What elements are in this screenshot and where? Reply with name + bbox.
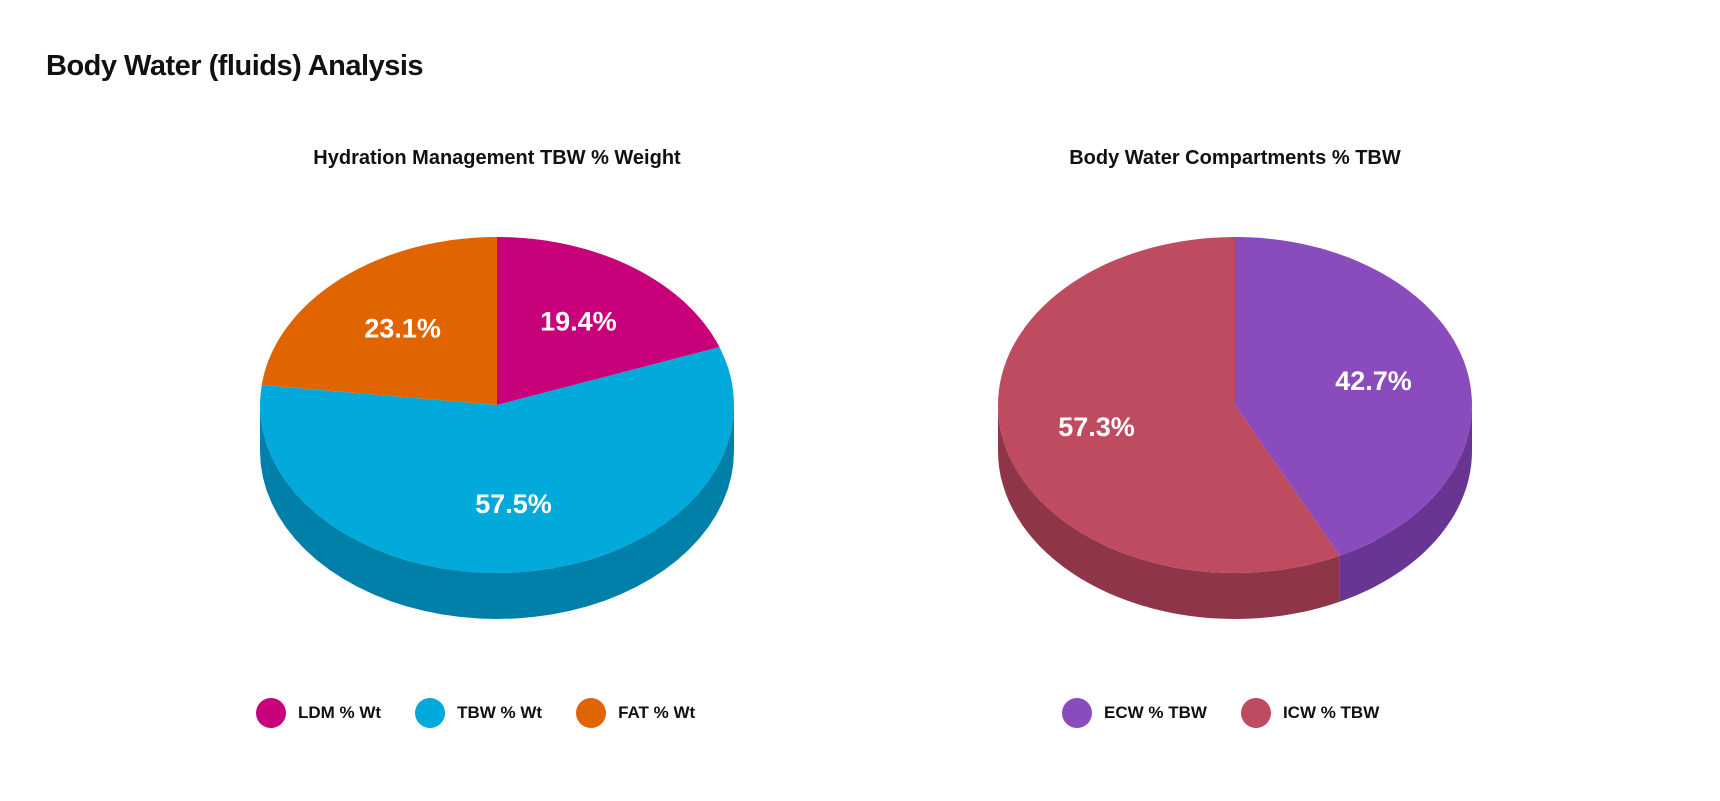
pie-slice-fat-wt[interactable] (261, 237, 497, 405)
legend-hydration: LDM % Wt TBW % Wt FAT % Wt (256, 698, 695, 728)
chart-title-compartments: Body Water Compartments % TBW (1069, 147, 1401, 169)
pie-side-icw-tbw (998, 405, 1340, 619)
legend-item-tbw[interactable]: TBW % Wt (415, 698, 542, 728)
page-title: Body Water (fluids) Analysis (46, 50, 424, 82)
legend-label: TBW % Wt (457, 703, 543, 722)
legend-label: ICW % TBW (1282, 703, 1380, 722)
legend-item-icw[interactable]: ICW % TBW (1240, 698, 1380, 728)
pie-slice-icw-tbw[interactable] (998, 237, 1340, 573)
legend-item-ldm[interactable]: LDM % Wt (256, 698, 381, 728)
pie-slice-ldm-wt[interactable] (497, 237, 720, 405)
data-label: 19.4% (540, 306, 617, 336)
legend-label: FAT % Wt (618, 703, 696, 722)
chart-title-hydration: Hydration Management TBW % Weight (313, 147, 681, 169)
data-label: 57.3% (1058, 412, 1135, 442)
pie-slice-tbw-wt[interactable] (260, 347, 734, 573)
legend-item-fat[interactable]: FAT % Wt (576, 698, 695, 728)
pie-slice-ecw-tbw[interactable] (1235, 237, 1472, 556)
pie-side-ecw-tbw (1339, 405, 1472, 602)
data-label: 57.5% (475, 489, 552, 519)
pie-side-tbw-wt (260, 405, 734, 619)
legend-marker-icon (1240, 698, 1271, 728)
legend-item-ecw[interactable]: ECW % TBW (1062, 698, 1207, 728)
legend-label: ECW % TBW (1104, 703, 1207, 722)
legend-marker-icon (576, 698, 607, 728)
data-label: 23.1% (364, 314, 441, 344)
data-label: 42.7% (1335, 366, 1412, 396)
legend-marker-icon (415, 698, 446, 728)
legend-compartments: ECW % TBW ICW % TBW (1062, 698, 1379, 728)
legend-label: LDM % Wt (298, 703, 382, 722)
legend-marker-icon (256, 698, 286, 728)
legend-marker-icon (1062, 698, 1092, 728)
